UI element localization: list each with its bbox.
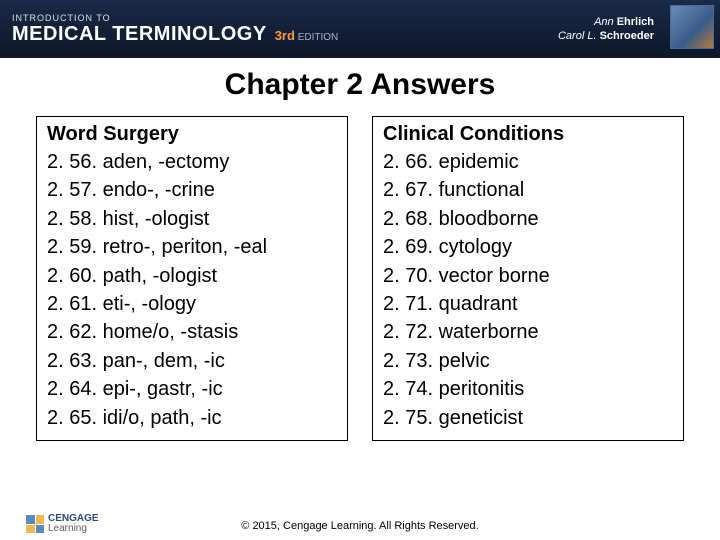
edition-num: 3rd — [275, 28, 295, 43]
list-item: 2. 71. quadrant — [383, 290, 673, 318]
list-item: 2. 72. waterborne — [383, 318, 673, 346]
slide-title: Chapter 2 Answers — [0, 68, 720, 102]
list-item: 2. 74. peritonitis — [383, 375, 673, 403]
list-item: 2. 65. idi/o, path, -ic — [47, 404, 337, 432]
book-header: INTRODUCTION TO MEDICAL TERMINOLOGY 3rd … — [0, 0, 720, 58]
list-item: 2. 70. vector borne — [383, 262, 673, 290]
list-item: 2. 73. pelvic — [383, 347, 673, 375]
columns: Word Surgery 2. 56. aden, -ectomy 2. 57.… — [0, 102, 720, 441]
book-title-row: MEDICAL TERMINOLOGY 3rd EDITION — [12, 23, 558, 46]
list-item: 2. 64. epi-, gastr, -ic — [47, 375, 337, 403]
list-item: 2. 68. bloodborne — [383, 205, 673, 233]
author2-first: Carol L. — [558, 30, 597, 42]
author-1: Ann Ehrlich — [558, 15, 654, 29]
intro-label: INTRODUCTION TO — [12, 13, 558, 23]
list-item: 2. 62. home/o, -stasis — [47, 318, 337, 346]
author1-first: Ann — [594, 16, 614, 28]
list-item: 2. 69. cytology — [383, 233, 673, 261]
list-item: 2. 67. functional — [383, 176, 673, 204]
right-heading: Clinical Conditions — [383, 123, 673, 146]
right-column: Clinical Conditions 2. 66. epidemic 2. 6… — [372, 116, 684, 441]
list-item: 2. 60. path, -ologist — [47, 262, 337, 290]
edition-word: EDITION — [298, 32, 339, 43]
list-item: 2. 75. geneticist — [383, 404, 673, 432]
copyright: © 2015, Cengage Learning. All Rights Res… — [0, 520, 720, 532]
list-item: 2. 61. eti-, -ology — [47, 290, 337, 318]
author2-last: Schroeder — [600, 30, 654, 42]
left-column: Word Surgery 2. 56. aden, -ectomy 2. 57.… — [36, 116, 348, 441]
header-left: INTRODUCTION TO MEDICAL TERMINOLOGY 3rd … — [12, 13, 558, 46]
list-item: 2. 56. aden, -ectomy — [47, 148, 337, 176]
book-title: MEDICAL TERMINOLOGY — [12, 23, 267, 46]
list-item: 2. 57. endo-, -crine — [47, 176, 337, 204]
header-thumbnail — [670, 5, 714, 49]
list-item: 2. 59. retro-, periton, -eal — [47, 233, 337, 261]
author-2: Carol L. Schroeder — [558, 29, 654, 43]
left-heading: Word Surgery — [47, 123, 337, 146]
list-item: 2. 66. epidemic — [383, 148, 673, 176]
edition: 3rd EDITION — [275, 28, 339, 43]
list-item: 2. 58. hist, -ologist — [47, 205, 337, 233]
author1-last: Ehrlich — [617, 16, 654, 28]
list-item: 2. 63. pan-, dem, -ic — [47, 347, 337, 375]
